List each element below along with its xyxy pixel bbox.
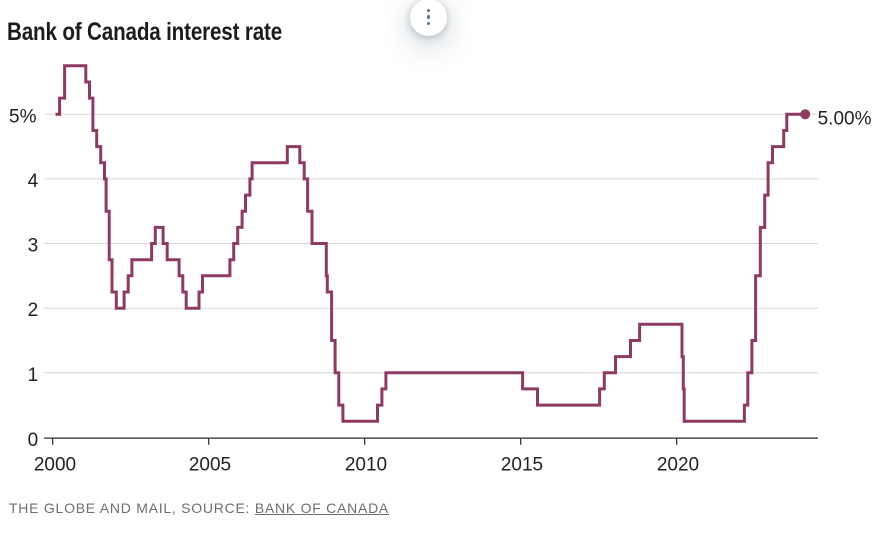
svg-text:4: 4 <box>28 171 39 192</box>
svg-text:2000: 2000 <box>34 455 76 476</box>
svg-text:1: 1 <box>28 365 39 386</box>
svg-text:2: 2 <box>28 300 39 321</box>
svg-text:2020: 2020 <box>657 455 699 476</box>
svg-text:2015: 2015 <box>501 455 543 476</box>
svg-text:5.00%: 5.00% <box>818 109 872 130</box>
svg-text:2005: 2005 <box>189 455 231 476</box>
svg-text:2010: 2010 <box>345 455 387 476</box>
svg-text:3: 3 <box>28 236 39 257</box>
svg-text:5%: 5% <box>9 106 37 127</box>
svg-text:0: 0 <box>28 430 39 451</box>
